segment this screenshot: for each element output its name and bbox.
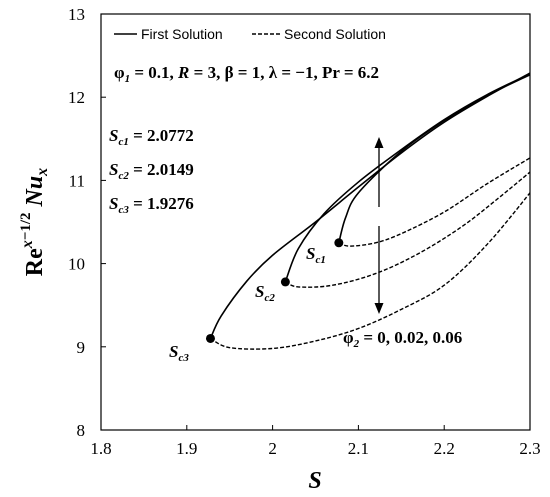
critical-value-sc1: Sc1 = 2.0772	[109, 126, 194, 148]
legend-label-second-solution: Second Solution	[284, 26, 386, 42]
y-tick-label: 10	[68, 255, 85, 274]
x-axis-label: S	[308, 468, 321, 494]
legend: First Solution Second Solution	[114, 26, 386, 42]
x-tick-label: 2.2	[434, 439, 455, 458]
curves	[205, 72, 531, 350]
critical-point-2	[280, 277, 290, 287]
y-tick-label: 12	[68, 88, 85, 107]
x-tick-label: 1.9	[176, 439, 197, 458]
point-label-sc1: Sc1	[306, 244, 326, 266]
y-tick-label: 9	[77, 338, 86, 357]
point-label-sc2: Sc2	[255, 282, 275, 304]
plot-frame	[100, 13, 531, 431]
y-tick-label: 11	[69, 171, 85, 190]
point-label-sc3: Sc3	[169, 342, 189, 364]
critical-value-sc2: Sc2 = 2.0149	[109, 160, 194, 182]
phi2-annotation: φ2 = 0, 0.02, 0.06	[343, 328, 462, 350]
legend-label-first-solution: First Solution	[141, 26, 223, 42]
arrow-up	[374, 137, 384, 207]
x-tick-label: 2.3	[519, 439, 540, 458]
critical-values: Sc1 = 2.0772 Sc2 = 2.0149 Sc3 = 1.9276	[109, 126, 194, 216]
second-solution-curve-2	[285, 171, 531, 288]
x-tick-label: 1.8	[90, 439, 111, 458]
y-axis-label: Rex−1/2 Nux	[18, 168, 51, 276]
x-tick-label: 2.1	[348, 439, 369, 458]
x-tick-label: 2	[268, 439, 277, 458]
first-solution-curve-2	[284, 73, 531, 283]
parameter-text: φ1 = 0.1, R = 3, β = 1, λ = −1, Pr = 6.2	[114, 63, 379, 85]
y-tick-label: 8	[77, 421, 86, 440]
critical-value-sc3: Sc3 = 1.9276	[109, 194, 194, 216]
second-solution-curve-1	[338, 157, 531, 247]
first-solution-curve-3	[209, 72, 531, 339]
axis-ticks: 1.8 1.9 2 2.1 2.2 2.3 8 9 10 11 12 13	[68, 5, 541, 458]
arrow-down	[374, 226, 384, 314]
second-solution-curve-3	[210, 192, 531, 350]
critical-point-3	[205, 333, 215, 343]
y-tick-label: 13	[68, 5, 85, 24]
critical-point-1	[334, 238, 344, 248]
first-solution-curve-1	[338, 74, 531, 244]
